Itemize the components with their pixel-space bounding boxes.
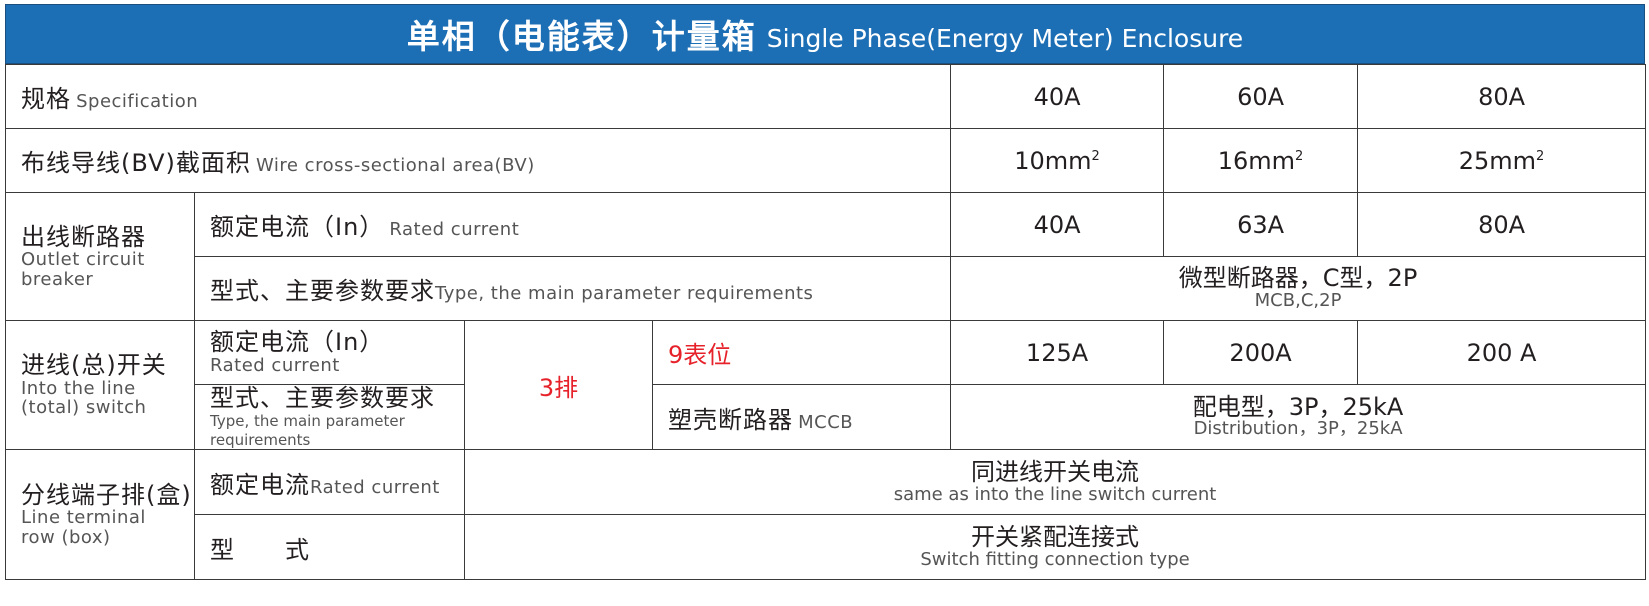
inlet-rated-label: 额定电流（In） Rated current xyxy=(194,320,465,385)
terminal-rated-zh: 额定电流 xyxy=(210,470,310,499)
inlet-mccb-value-en: Distribution，3P，25kA xyxy=(1193,418,1403,440)
outlet-type-value-en: MCB,C,2P xyxy=(1254,289,1342,311)
outlet-type-label: 型式、主要参数要求Type, the main parameter requir… xyxy=(193,256,952,321)
wire-value-sup: 2 xyxy=(1536,148,1545,164)
terminal-label-en2: row (box) xyxy=(21,527,111,549)
inlet-mccb-value-zh: 配电型，3P，25kA xyxy=(1192,393,1404,422)
outlet-rated-label: 额定电流（In） Rated current xyxy=(193,192,952,257)
outlet-type-en: Type, the main parameter requirements xyxy=(435,283,814,304)
row-terminal-rated: 分线端子排(盒) Line terminal row (box) 额定电流Rat… xyxy=(5,449,1647,581)
inlet-positions: 9表位 xyxy=(651,320,952,385)
title-chinese: 单相（电能表）计量箱 xyxy=(406,17,757,56)
wire-value: 16mm2 xyxy=(1163,128,1359,193)
wire-label: 布线导线(BV)截面积 Wire cross-sectional area(BV… xyxy=(4,128,952,193)
terminal-type-value: 开关紧配连接式 Switch fitting connection type xyxy=(463,514,1647,581)
spec-value: 40A xyxy=(950,64,1165,129)
outlet-type-value-zh: 微型断路器，C型，2P xyxy=(1178,264,1418,293)
outlet-rated-value: 40A xyxy=(950,192,1165,257)
outlet-rated-value: 80A xyxy=(1357,192,1647,257)
spec-value: 80A xyxy=(1357,64,1647,129)
row-terminal-type: 型 式 开关紧配连接式 Switch fitting connection ty… xyxy=(6,514,1647,581)
terminal-rated-value-zh: 同进线开关电流 xyxy=(971,458,1140,487)
outlet-rated-en: Rated current xyxy=(389,219,520,240)
outlet-label-en2: breaker xyxy=(21,268,94,290)
inlet-mccb-en: MCCB xyxy=(798,411,854,433)
inlet-rated-value: 125A xyxy=(950,320,1165,385)
terminal-label-en1: Line terminal xyxy=(21,507,146,529)
inlet-rated-value: 200 A xyxy=(1357,320,1647,385)
inlet-type-en: Type, the main parameter requirements xyxy=(210,412,405,450)
terminal-rated-value-en: same as into the line switch current xyxy=(893,483,1217,505)
spec-value: 60A xyxy=(1163,64,1359,129)
inlet-label-en2: (total) switch xyxy=(21,397,147,419)
spec-sheet: 单相（电能表）计量箱 Single Phase(Energy Meter) En… xyxy=(4,4,1647,601)
terminal-rated-en: Rated current xyxy=(310,476,440,498)
inlet-label: 进线(总)开关 Into the line (total) switch xyxy=(5,319,195,451)
outlet-type-zh: 型式、主要参数要求 xyxy=(210,277,435,305)
terminal-type-value-zh: 开关紧配连接式 xyxy=(971,523,1140,552)
wire-value-num: 25mm xyxy=(1458,146,1537,175)
wire-label-zh: 布线导线(BV)截面积 xyxy=(21,149,251,177)
inlet-type-label: 型式、主要参数要求 Type, the main parameter requi… xyxy=(194,383,465,451)
row-outlet-type: 型式、主要参数要求Type, the main parameter requir… xyxy=(6,256,1647,321)
terminal-type-value-en: Switch fitting connection type xyxy=(920,548,1190,570)
outlet-label-zh: 出线断路器 xyxy=(21,222,146,251)
row-inlet-rated: 进线(总)开关 Into the line (total) switch 额定电… xyxy=(5,319,1647,451)
spec-label-en: Specification xyxy=(76,91,199,112)
terminal-type-label: 型 式 xyxy=(194,514,465,581)
terminal-label: 分线端子排(盒) Line terminal row (box) xyxy=(5,449,195,581)
spec-label-zh: 规格 xyxy=(21,85,71,113)
terminal-type-zh: 型 式 xyxy=(210,535,310,564)
row-wire-area: 布线导线(BV)截面积 Wire cross-sectional area(BV… xyxy=(4,128,1647,193)
wire-label-en: Wire cross-sectional area(BV) xyxy=(255,155,535,176)
inlet-rated-zh: 额定电流（In） xyxy=(210,328,385,357)
row-specification: 规格 Specification 40A 60A 80A xyxy=(4,64,1647,129)
inlet-rows: 3排 xyxy=(464,319,653,451)
spec-label: 规格 Specification xyxy=(4,64,952,129)
title-bar: 单相（电能表）计量箱 Single Phase(Energy Meter) En… xyxy=(5,4,1645,64)
inlet-mccb-value: 配电型，3P，25kA Distribution，3P，25kA xyxy=(950,383,1647,451)
title-english: Single Phase(Energy Meter) Enclosure xyxy=(766,23,1244,53)
inlet-type-zh: 型式、主要参数要求 xyxy=(210,384,435,412)
terminal-rated-value: 同进线开关电流 same as into the line switch cur… xyxy=(463,449,1647,516)
wire-value-sup: 2 xyxy=(1091,148,1100,164)
wire-value-sup: 2 xyxy=(1295,148,1304,164)
inlet-rated-value: 200A xyxy=(1163,320,1359,385)
wire-value-num: 10mm xyxy=(1014,146,1092,175)
outlet-label-en1: Outlet circuit xyxy=(21,248,145,270)
row-inlet-type: 型式、主要参数要求 Type, the main parameter requi… xyxy=(6,383,1647,451)
outlet-rated-value: 63A xyxy=(1163,192,1359,257)
inlet-mccb-label: 塑壳断路器 MCCB xyxy=(651,383,952,451)
outlet-rated-zh: 额定电流（In） xyxy=(210,213,385,241)
wire-value-num: 16mm xyxy=(1217,146,1296,175)
inlet-label-en1: Into the line xyxy=(21,377,136,399)
outlet-type-value: 微型断路器，C型，2P MCB,C,2P xyxy=(950,256,1647,321)
terminal-rated-label: 额定电流Rated current xyxy=(194,449,465,516)
row-outlet-rated: 出线断路器 Outlet circuit breaker 额定电流（In） Ra… xyxy=(5,192,1647,321)
wire-value: 25mm2 xyxy=(1357,128,1647,193)
outlet-label: 出线断路器 Outlet circuit breaker xyxy=(5,192,195,321)
spec-table: 规格 Specification 40A 60A 80A 布线导线(BV)截面积… xyxy=(4,64,1647,581)
wire-value: 10mm2 xyxy=(950,128,1165,193)
inlet-label-zh: 进线(总)开关 xyxy=(21,351,167,380)
terminal-label-zh: 分线端子排(盒) xyxy=(21,480,192,509)
inlet-mccb-zh: 塑壳断路器 xyxy=(668,405,793,434)
inlet-rated-en: Rated current xyxy=(210,354,340,376)
